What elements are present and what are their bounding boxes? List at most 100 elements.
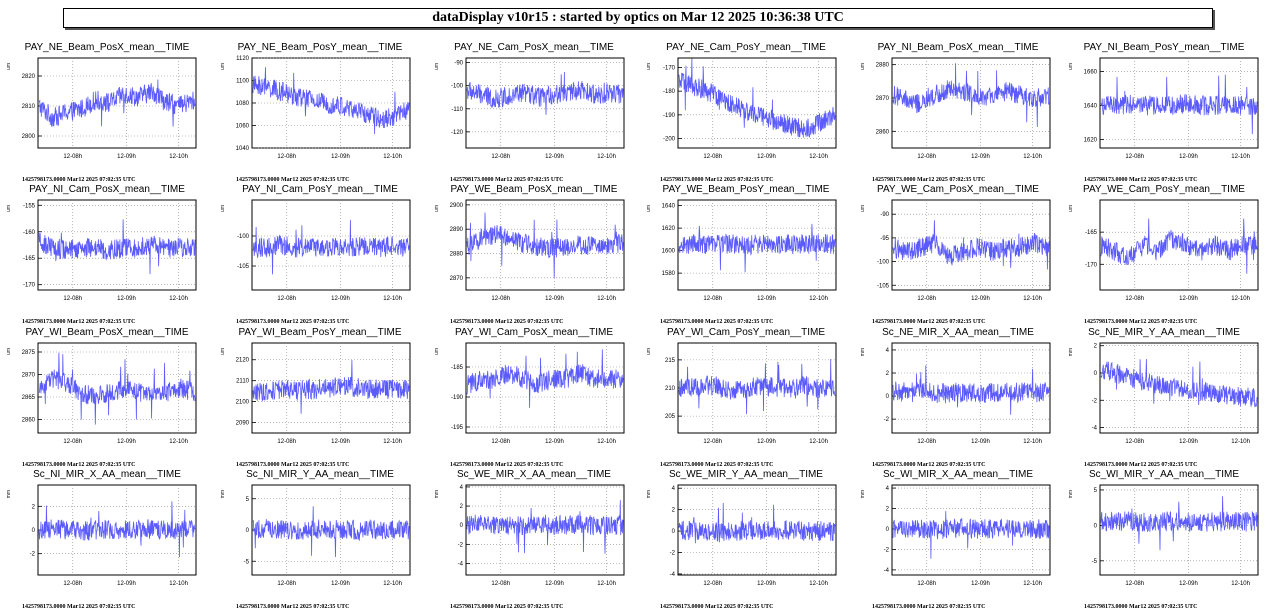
series-line	[466, 349, 624, 408]
y-tick-label: 1600	[662, 249, 676, 255]
timestamp-label: 1425798173.0000 Mar12 2025 07:02:35 UTC	[236, 604, 350, 610]
y-tick-label: 2890	[450, 227, 464, 233]
x-tick-label: 12-10h	[169, 154, 188, 160]
y-tick-label: 0	[672, 529, 676, 535]
y-axis-label: um	[220, 63, 226, 70]
x-tick-label: 12-10h	[809, 296, 828, 302]
y-tick-label: 215	[665, 358, 676, 364]
timestamp-label: 1425798173.0000 Mar12 2025 07:02:35 UTC	[660, 604, 774, 610]
y-tick-label: -105	[237, 264, 250, 270]
x-tick-label: 12-09h	[971, 439, 990, 445]
x-tick-label: 12-09h	[757, 581, 776, 587]
x-tick-label: 12-08h	[63, 154, 82, 160]
y-axis-label: um	[6, 63, 12, 70]
y-tick-label: 1640	[662, 204, 676, 210]
x-tick-label: 12-08h	[491, 154, 510, 160]
y-tick-label: -2	[884, 417, 890, 423]
chart-title: Sc_WI_MIR_X_AA_mean__TIME	[883, 469, 1033, 480]
y-axis-label: mm	[6, 490, 12, 498]
chart-title: Sc_WE_MIR_Y_AA_mean__TIME	[669, 469, 823, 480]
x-tick-label: 12-09h	[1179, 154, 1198, 160]
timestamp-label: 1425798173.0000 Mar12 2025 07:02:35 UTC	[450, 604, 564, 610]
chart-title: PAY_WI_Beam_PosX_mean__TIME	[25, 327, 188, 338]
series-line	[1100, 74, 1258, 135]
y-tick-label: 2	[460, 504, 464, 510]
y-axis-label: mm	[860, 348, 866, 356]
chart-title: PAY_NE_Beam_PosX_mean__TIME	[25, 42, 190, 53]
y-axis-label: um	[434, 205, 440, 212]
chart-title: PAY_WE_Cam_PosX_mean__TIME	[877, 184, 1039, 195]
chart-title: Sc_NE_MIR_X_AA_mean__TIME	[882, 327, 1034, 338]
y-axis-label: um	[646, 205, 652, 212]
y-tick-label: 0	[886, 527, 890, 533]
y-tick-label: 0	[460, 523, 464, 529]
page-title: dataDisplay v10r15 : started by optics o…	[63, 8, 1213, 28]
x-tick-label: 12-10h	[597, 581, 616, 587]
x-tick-label: 12-10h	[169, 296, 188, 302]
y-tick-label: 2865	[22, 395, 36, 401]
chart-title: PAY_NI_Beam_PosX_mean__TIME	[878, 42, 1039, 53]
series-line	[252, 506, 410, 558]
chart-title: PAY_WE_Cam_PosY_mean__TIME	[1083, 184, 1245, 195]
x-tick-label: 12-09h	[331, 581, 350, 587]
y-axis-label: mm	[646, 490, 652, 498]
y-tick-label: -100	[451, 84, 464, 90]
chart-title: Sc_WI_MIR_Y_AA_mean__TIME	[1089, 469, 1239, 480]
y-tick-label: 1620	[662, 226, 676, 232]
y-tick-label: 0	[1094, 371, 1098, 377]
x-tick-label: 12-09h	[545, 154, 564, 160]
y-tick-label: -110	[451, 107, 463, 113]
chart-title: PAY_NI_Beam_PosY_mean__TIME	[1084, 42, 1245, 53]
series-line	[38, 501, 196, 558]
y-tick-label: 2870	[876, 96, 890, 102]
x-tick-label: 12-10h	[597, 296, 616, 302]
y-axis-label: um	[860, 205, 866, 212]
y-tick-label: 2090	[236, 421, 250, 427]
x-tick-label: 12-09h	[1179, 296, 1198, 302]
y-tick-label: 1660	[1084, 70, 1098, 76]
timestamp-label: 1425798173.0000 Mar12 2025 07:02:35 UTC	[872, 604, 986, 610]
x-tick-label: 12-09h	[545, 581, 564, 587]
chart-title: PAY_WE_Beam_PosX_mean__TIME	[451, 184, 618, 195]
y-tick-label: -155	[23, 203, 36, 209]
y-axis-label: um	[646, 348, 652, 355]
y-axis-label: um	[1068, 205, 1074, 212]
y-tick-label: 210	[665, 386, 676, 392]
x-tick-label: 12-08h	[277, 581, 296, 587]
y-tick-label: -4	[1092, 426, 1098, 432]
y-axis-label: um	[6, 205, 12, 212]
x-tick-label: 12-08h	[491, 296, 510, 302]
y-tick-label: 1040	[236, 146, 250, 152]
x-tick-label: 12-09h	[971, 296, 990, 302]
x-tick-label: 12-08h	[491, 581, 510, 587]
x-tick-label: 12-09h	[971, 581, 990, 587]
x-tick-label: 12-10h	[809, 581, 828, 587]
series-line	[1100, 496, 1258, 551]
x-tick-label: 12-10h	[809, 154, 828, 160]
y-tick-label: 2800	[22, 134, 36, 140]
timestamp-label: 1425798173.0000 Mar12 2025 07:02:35 UTC	[450, 319, 564, 325]
x-tick-label: 12-09h	[971, 154, 990, 160]
x-tick-label: 12-08h	[63, 581, 82, 587]
y-tick-label: 2	[1094, 344, 1098, 350]
series-line	[38, 219, 196, 275]
y-tick-label: 2870	[22, 373, 36, 379]
y-axis-label: um	[646, 63, 652, 70]
y-tick-label: -5	[1092, 559, 1098, 565]
x-tick-label: 12-08h	[277, 296, 296, 302]
x-tick-label: 12-10h	[1023, 581, 1042, 587]
series-line	[892, 365, 1050, 415]
y-tick-label: 1640	[1084, 104, 1098, 110]
x-tick-label: 12-09h	[757, 154, 776, 160]
y-tick-label: 2110	[236, 379, 250, 385]
